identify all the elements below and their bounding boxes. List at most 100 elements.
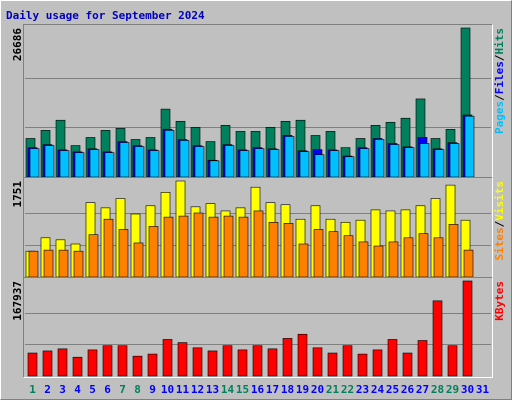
x-tick-label: 24 — [371, 383, 385, 396]
bar — [88, 234, 99, 278]
x-tick-label: 1 — [29, 383, 36, 396]
bar — [359, 148, 370, 178]
x-tick-label: 3 — [59, 383, 66, 396]
y-max-label: 1751 — [11, 181, 24, 208]
panel-bevel — [23, 277, 493, 378]
y-max-label: 26686 — [11, 28, 24, 61]
bar — [42, 350, 53, 377]
bar — [299, 151, 310, 178]
bar — [388, 241, 399, 278]
bar — [134, 146, 145, 178]
bar — [193, 212, 204, 278]
bar — [404, 147, 415, 178]
bar — [344, 156, 355, 178]
bar — [58, 249, 69, 278]
bar — [254, 148, 265, 178]
x-tick-label: 28 — [431, 383, 444, 396]
bar — [57, 348, 68, 377]
bar — [118, 229, 129, 278]
bar — [222, 345, 233, 377]
bar — [253, 210, 264, 278]
bar — [162, 339, 173, 377]
x-tick-label: 20 — [311, 383, 324, 396]
bar — [448, 224, 459, 278]
bar — [209, 160, 220, 178]
bar — [207, 350, 218, 377]
x-tick-label: 23 — [356, 383, 369, 396]
bar — [418, 233, 429, 278]
bar — [89, 149, 100, 178]
bar — [402, 352, 413, 377]
bar — [328, 231, 339, 278]
bar — [29, 148, 40, 178]
bar — [282, 338, 293, 377]
bar — [329, 150, 340, 178]
chart-title: Daily usage for September 2024 — [6, 9, 205, 22]
bar — [284, 136, 295, 178]
bar — [313, 229, 324, 278]
bar — [72, 356, 83, 377]
bar — [387, 339, 398, 377]
bar — [177, 342, 188, 377]
legend-entry: Sites — [493, 227, 506, 260]
bar — [419, 143, 430, 178]
bar — [43, 249, 54, 278]
legend-entry: KBytes — [493, 281, 506, 321]
x-tick-label: 13 — [206, 383, 219, 396]
bar — [298, 243, 309, 278]
bar — [357, 353, 368, 377]
bar — [208, 216, 219, 278]
bar — [432, 300, 443, 377]
legend-entry: Files — [493, 61, 506, 94]
bar — [327, 352, 338, 377]
x-tick-label: 21 — [326, 383, 340, 396]
bar — [372, 349, 383, 377]
panel-bevel — [23, 277, 493, 378]
x-tick-label: 9 — [149, 383, 156, 396]
x-tick-label: 19 — [296, 383, 309, 396]
x-tick-label: 16 — [251, 383, 265, 396]
bar — [148, 226, 159, 278]
bar — [314, 154, 325, 178]
bar — [119, 142, 130, 178]
x-tick-label: 11 — [176, 383, 190, 396]
bar — [433, 237, 444, 278]
x-tick-label: 31 — [476, 383, 490, 396]
bar — [252, 345, 263, 377]
bar — [374, 139, 385, 178]
bar — [268, 221, 279, 278]
bar — [449, 143, 460, 178]
legend: Pages/Files/Hits — [493, 28, 506, 134]
bar — [462, 280, 473, 377]
bar — [224, 145, 235, 178]
x-tick-label: 2 — [44, 383, 51, 396]
legend: KBytes — [493, 281, 506, 321]
bar — [342, 345, 353, 377]
bar — [164, 130, 175, 178]
legend-separator: / — [493, 220, 506, 227]
legend-entry: Hits — [493, 28, 506, 55]
x-tick-label: 25 — [386, 383, 399, 396]
legend: Sites/Visits — [493, 181, 506, 261]
bar — [373, 245, 384, 278]
bar — [117, 345, 128, 377]
x-tick-label: 27 — [416, 383, 429, 396]
bar — [178, 215, 189, 278]
panel-bevel — [23, 24, 493, 179]
x-tick-label: 26 — [401, 383, 415, 396]
x-tick-label: 14 — [221, 383, 235, 396]
bar — [267, 348, 278, 377]
bar — [149, 150, 160, 178]
bar — [132, 355, 143, 377]
bar — [343, 235, 354, 278]
bar — [238, 216, 249, 278]
x-tick-label: 8 — [134, 383, 141, 396]
x-tick-label: 4 — [74, 383, 81, 396]
bar — [463, 249, 474, 278]
bar — [103, 218, 114, 278]
bar — [163, 216, 174, 278]
bar — [417, 340, 428, 377]
bar — [312, 347, 323, 377]
